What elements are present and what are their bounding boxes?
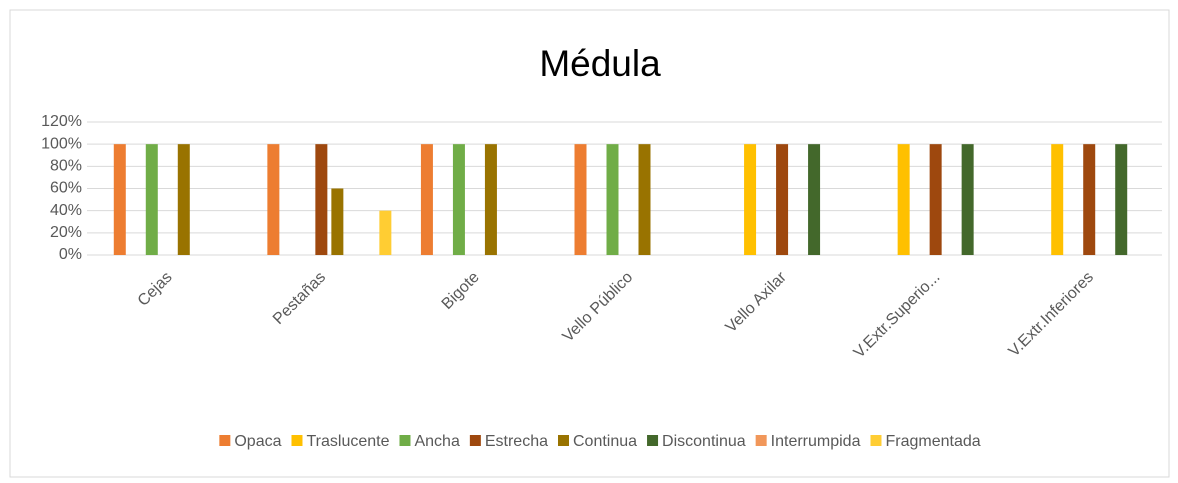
bar: [452, 144, 465, 255]
y-tick-label: 0%: [59, 246, 82, 263]
legend-swatch: [219, 435, 231, 446]
legend-label: Estrecha: [485, 433, 548, 450]
bar: [929, 144, 942, 255]
bar: [961, 144, 974, 255]
bar: [267, 144, 280, 255]
bar: [638, 144, 651, 255]
legend-label: Opaca: [234, 433, 281, 450]
legend-swatch: [755, 435, 767, 446]
legend-swatch: [291, 435, 303, 446]
bar: [606, 144, 619, 255]
y-tick-label: 80%: [50, 158, 82, 175]
y-tick-label: 100%: [41, 135, 82, 152]
bar: [145, 144, 158, 255]
y-tick-label: 20%: [50, 224, 82, 241]
bar: [379, 210, 392, 255]
bar: [897, 144, 910, 255]
bar: [808, 144, 821, 255]
legend-swatch: [870, 435, 882, 446]
chart-title: Médula: [539, 43, 661, 84]
bar: [315, 144, 328, 255]
bar: [744, 144, 757, 255]
legend-swatch: [469, 435, 481, 446]
bar: [177, 144, 190, 255]
bar: [776, 144, 789, 255]
bar: [574, 144, 587, 255]
legend-label: Fragmentada: [885, 433, 980, 450]
y-tick-label: 60%: [50, 180, 82, 197]
legend-label: Ancha: [414, 433, 459, 450]
legend-label: Discontinua: [662, 433, 746, 450]
legend-label: Continua: [573, 433, 637, 450]
chart-border: [9, 9, 1170, 478]
legend-label: Interrumpida: [771, 433, 861, 450]
bar: [331, 188, 344, 255]
bar: [1051, 144, 1064, 255]
legend-swatch: [647, 435, 659, 446]
bar: [113, 144, 126, 255]
bar: [484, 144, 497, 255]
legend-label: Traslucente: [306, 433, 389, 450]
y-tick-label: 120%: [41, 113, 82, 130]
bar: [420, 144, 433, 255]
y-tick-label: 40%: [50, 202, 82, 219]
bar: [1115, 144, 1128, 255]
legend-swatch: [399, 435, 411, 446]
bar: [1083, 144, 1096, 255]
legend-swatch: [558, 435, 569, 446]
